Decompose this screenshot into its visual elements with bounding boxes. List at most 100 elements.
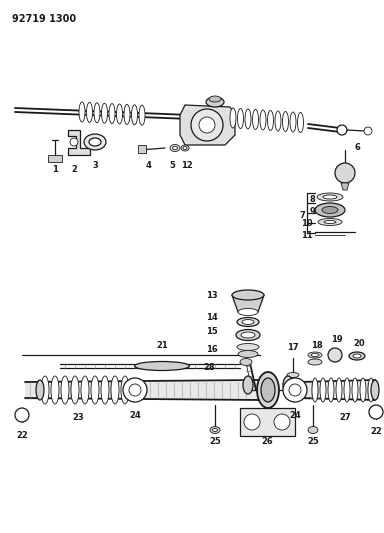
Text: 24: 24: [289, 410, 301, 419]
Ellipse shape: [308, 352, 322, 358]
Circle shape: [70, 138, 78, 146]
Ellipse shape: [131, 105, 137, 125]
Ellipse shape: [94, 103, 100, 123]
Ellipse shape: [257, 372, 279, 408]
Text: 21: 21: [156, 341, 168, 350]
Ellipse shape: [237, 318, 259, 327]
Ellipse shape: [36, 380, 44, 400]
Ellipse shape: [61, 376, 69, 404]
Ellipse shape: [210, 426, 220, 433]
Ellipse shape: [109, 103, 115, 124]
Ellipse shape: [181, 145, 189, 151]
Text: 25: 25: [209, 438, 221, 447]
Text: 2: 2: [71, 166, 77, 174]
Ellipse shape: [241, 332, 255, 338]
Circle shape: [129, 384, 141, 396]
Ellipse shape: [312, 378, 318, 402]
Circle shape: [364, 127, 372, 135]
Circle shape: [328, 348, 342, 362]
Ellipse shape: [89, 138, 101, 146]
Ellipse shape: [206, 97, 224, 107]
Text: 11: 11: [301, 230, 313, 239]
Bar: [48, 155, 62, 162]
Text: 5: 5: [169, 160, 175, 169]
Ellipse shape: [275, 111, 281, 131]
Ellipse shape: [260, 110, 266, 130]
Ellipse shape: [317, 193, 343, 201]
Text: 9: 9: [309, 207, 315, 216]
Ellipse shape: [290, 112, 296, 132]
Ellipse shape: [318, 219, 342, 225]
Text: 12: 12: [181, 160, 193, 169]
Ellipse shape: [323, 195, 337, 199]
Ellipse shape: [328, 378, 334, 402]
Text: 22: 22: [16, 431, 28, 440]
Text: 26: 26: [261, 438, 273, 447]
Bar: [240, 408, 295, 436]
Ellipse shape: [84, 134, 106, 150]
Ellipse shape: [91, 376, 99, 404]
Text: 22: 22: [370, 427, 382, 437]
Ellipse shape: [139, 105, 145, 125]
Circle shape: [199, 117, 215, 133]
Ellipse shape: [101, 376, 109, 404]
Ellipse shape: [121, 376, 129, 404]
Bar: [25, 382, 260, 400]
Text: 27: 27: [339, 414, 351, 423]
Circle shape: [123, 378, 147, 402]
Ellipse shape: [352, 378, 358, 402]
Ellipse shape: [71, 376, 79, 404]
Ellipse shape: [245, 109, 251, 129]
Ellipse shape: [315, 203, 345, 217]
Text: 15: 15: [206, 327, 218, 335]
Ellipse shape: [324, 221, 336, 223]
Circle shape: [289, 384, 301, 396]
Text: 20: 20: [353, 338, 365, 348]
Ellipse shape: [311, 353, 319, 357]
Text: 18: 18: [311, 341, 323, 350]
Ellipse shape: [360, 378, 366, 402]
Ellipse shape: [51, 376, 59, 404]
Ellipse shape: [283, 376, 293, 394]
Circle shape: [337, 125, 347, 135]
Text: 10: 10: [301, 220, 313, 229]
Ellipse shape: [238, 309, 258, 316]
Ellipse shape: [183, 147, 187, 149]
Ellipse shape: [170, 144, 180, 151]
Circle shape: [15, 408, 29, 422]
Circle shape: [244, 414, 260, 430]
Ellipse shape: [236, 329, 260, 341]
Ellipse shape: [253, 109, 258, 130]
Ellipse shape: [243, 376, 253, 394]
Polygon shape: [341, 183, 349, 190]
Text: 23: 23: [72, 414, 84, 423]
Polygon shape: [232, 295, 264, 312]
Text: 3: 3: [92, 160, 98, 169]
Ellipse shape: [353, 354, 361, 358]
Text: 19: 19: [331, 335, 343, 344]
Ellipse shape: [308, 426, 318, 433]
Ellipse shape: [209, 96, 221, 102]
Ellipse shape: [172, 147, 177, 149]
Ellipse shape: [242, 319, 254, 325]
Polygon shape: [68, 130, 90, 155]
Ellipse shape: [371, 380, 379, 400]
Ellipse shape: [238, 351, 258, 358]
Text: 4: 4: [145, 160, 151, 169]
Text: 6: 6: [354, 142, 360, 151]
Text: 92719 1300: 92719 1300: [12, 14, 76, 24]
Ellipse shape: [81, 376, 89, 404]
Ellipse shape: [230, 108, 236, 128]
Ellipse shape: [116, 104, 122, 124]
Ellipse shape: [308, 359, 322, 365]
Ellipse shape: [237, 109, 243, 128]
Ellipse shape: [134, 361, 189, 370]
Ellipse shape: [283, 111, 288, 132]
Circle shape: [191, 109, 223, 141]
Ellipse shape: [368, 378, 374, 402]
Ellipse shape: [86, 102, 93, 123]
Text: 13: 13: [206, 292, 218, 301]
Ellipse shape: [101, 103, 108, 123]
Text: 8: 8: [309, 196, 315, 205]
Ellipse shape: [240, 359, 252, 366]
